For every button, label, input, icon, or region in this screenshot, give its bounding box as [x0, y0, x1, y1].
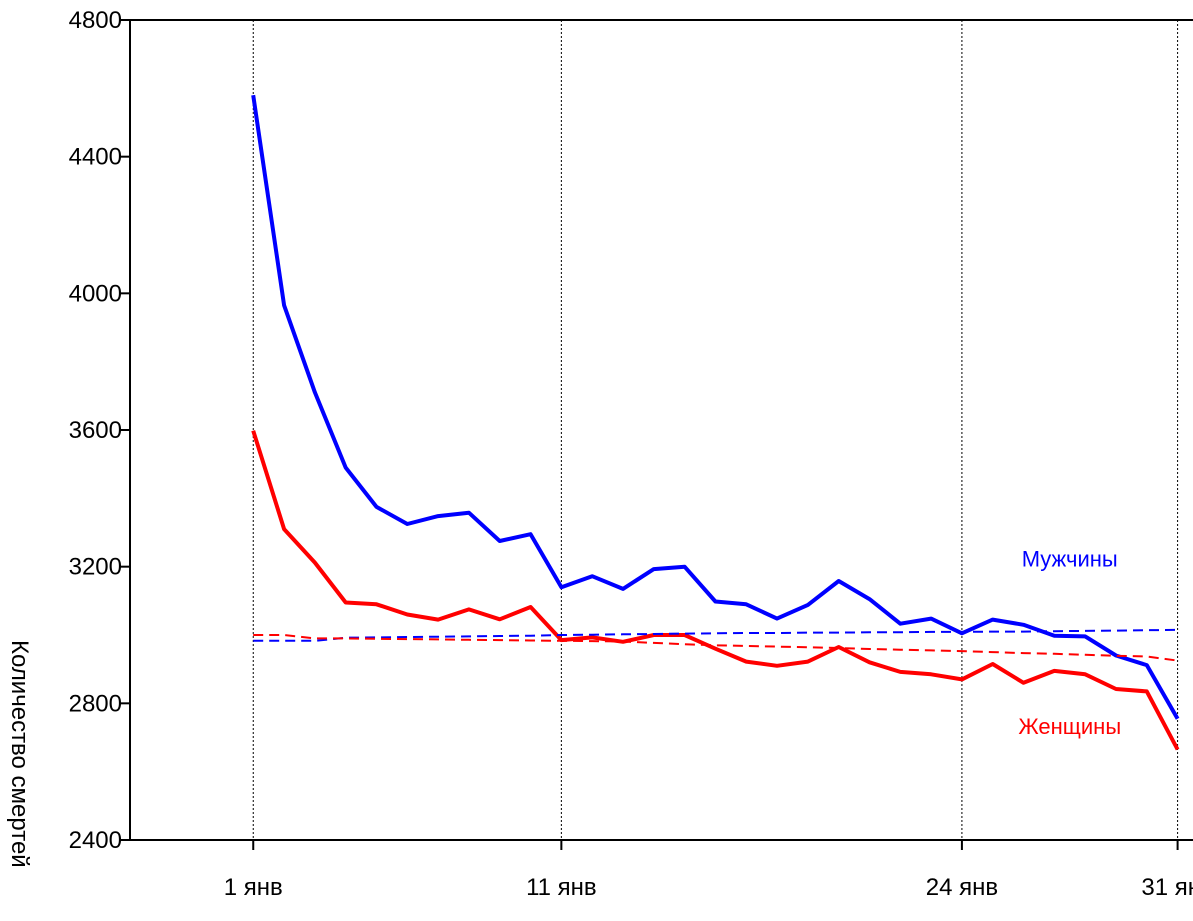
y-ticks: 2400 2800 3200 3600 4000 4400 4800 — [69, 7, 130, 854]
vertical-gridlines — [252, 20, 1179, 840]
x-ticks: 1 янв 11 янв 24 янв 31 янв — [224, 840, 1193, 901]
baseline-dashed-line-2 — [253, 628, 1178, 642]
y-tick-label: 4000 — [69, 280, 122, 307]
y-tick-label: 4400 — [69, 144, 122, 171]
y-tick-label: 3600 — [69, 417, 122, 444]
y-tick-label: 2800 — [69, 690, 122, 717]
series-annotations: Мужчины Женщины — [1018, 547, 1121, 739]
y-tick-label: 2400 — [69, 827, 122, 854]
series-annotation-label: Мужчины — [1022, 547, 1118, 572]
x-tick-label: 24 янв — [926, 874, 998, 901]
x-tick-label: 1 янв — [224, 874, 283, 901]
series-lines — [251, 94, 1180, 751]
series-line-1 — [251, 430, 1180, 751]
baseline-dashed-line-3 — [253, 634, 1178, 662]
x-tick-label: 11 янв — [526, 874, 597, 901]
y-tick-label: 3200 — [69, 554, 122, 581]
y-tick-label: 4800 — [69, 7, 122, 34]
series-line-0 — [251, 94, 1180, 720]
series-annotation-label: Женщины — [1018, 714, 1121, 739]
y-axis-label: Количество смертей — [6, 640, 33, 868]
x-tick-label: 31 янв — [1141, 874, 1193, 901]
